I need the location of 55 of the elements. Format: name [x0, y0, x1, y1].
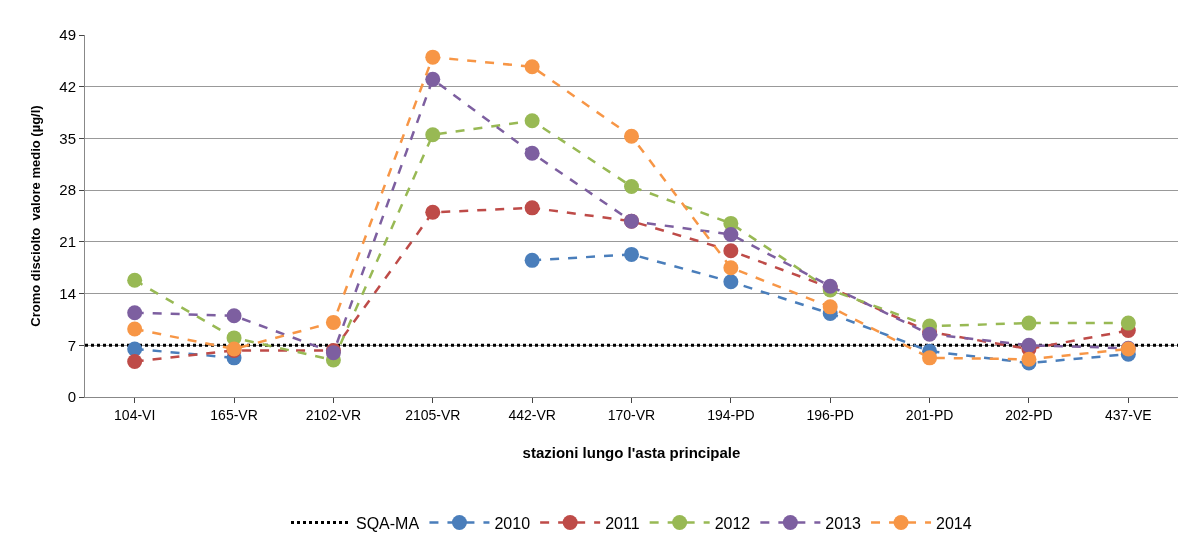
x-tick-label: 165-VR — [210, 406, 258, 423]
point — [425, 204, 441, 220]
y-tick-label: 7 — [67, 336, 76, 354]
point — [325, 314, 341, 330]
point — [723, 243, 739, 259]
x-tick-label: 2105-VR — [405, 406, 461, 423]
point — [624, 128, 639, 144]
point — [624, 178, 639, 194]
point — [425, 127, 441, 143]
point — [127, 354, 143, 370]
y-tick-label: 0 — [67, 388, 76, 406]
y-tick-label: 14 — [59, 284, 76, 302]
point — [524, 145, 540, 161]
point — [1021, 337, 1037, 353]
legend-label: 2012 — [714, 514, 751, 532]
point — [127, 321, 143, 337]
y-tick-label: 42 — [59, 77, 76, 95]
point — [1021, 351, 1037, 367]
point — [624, 246, 639, 262]
x-tick-label: 194-PD — [707, 406, 755, 423]
point — [822, 299, 838, 315]
point — [723, 260, 739, 276]
point — [723, 226, 739, 242]
y-tick-label: 28 — [59, 181, 76, 199]
y-tick-label: 21 — [59, 233, 76, 251]
legend-label: 2010 — [494, 514, 531, 532]
point — [524, 200, 540, 216]
x-tick-label: 196-PD — [806, 406, 854, 423]
point — [425, 49, 441, 65]
point — [524, 113, 540, 129]
x-tick-label: 201-PD — [905, 406, 954, 423]
legend-label: 2013 — [825, 514, 862, 532]
point — [1120, 315, 1136, 331]
point — [524, 252, 540, 268]
point — [524, 59, 540, 75]
legend-label: 2011 — [605, 514, 640, 532]
point — [1021, 315, 1037, 331]
y-tick-label: 49 — [59, 26, 76, 44]
x-axis-title: stazioni lungo l'asta principale — [522, 443, 741, 461]
x-tick-label: 442-VR — [508, 406, 556, 423]
y-tick-label: 35 — [59, 129, 76, 147]
y-axis-title: Cromo disciolto valore medio (µg/l) — [28, 105, 44, 327]
point — [425, 71, 441, 87]
x-tick-label: 437-VE — [1104, 406, 1152, 423]
x-tick-label: 2102-VR — [305, 406, 362, 423]
x-tick-label: 202-PD — [1005, 406, 1053, 423]
point — [127, 305, 143, 321]
legend-label: SQA-MA — [356, 514, 420, 532]
legend-label: 2014 — [936, 514, 972, 532]
x-tick-label: 170-VR — [607, 406, 656, 423]
point — [922, 350, 938, 366]
point — [226, 308, 242, 324]
x-tick-label: 104-VI — [114, 406, 156, 423]
point — [127, 272, 143, 288]
point — [723, 274, 739, 290]
